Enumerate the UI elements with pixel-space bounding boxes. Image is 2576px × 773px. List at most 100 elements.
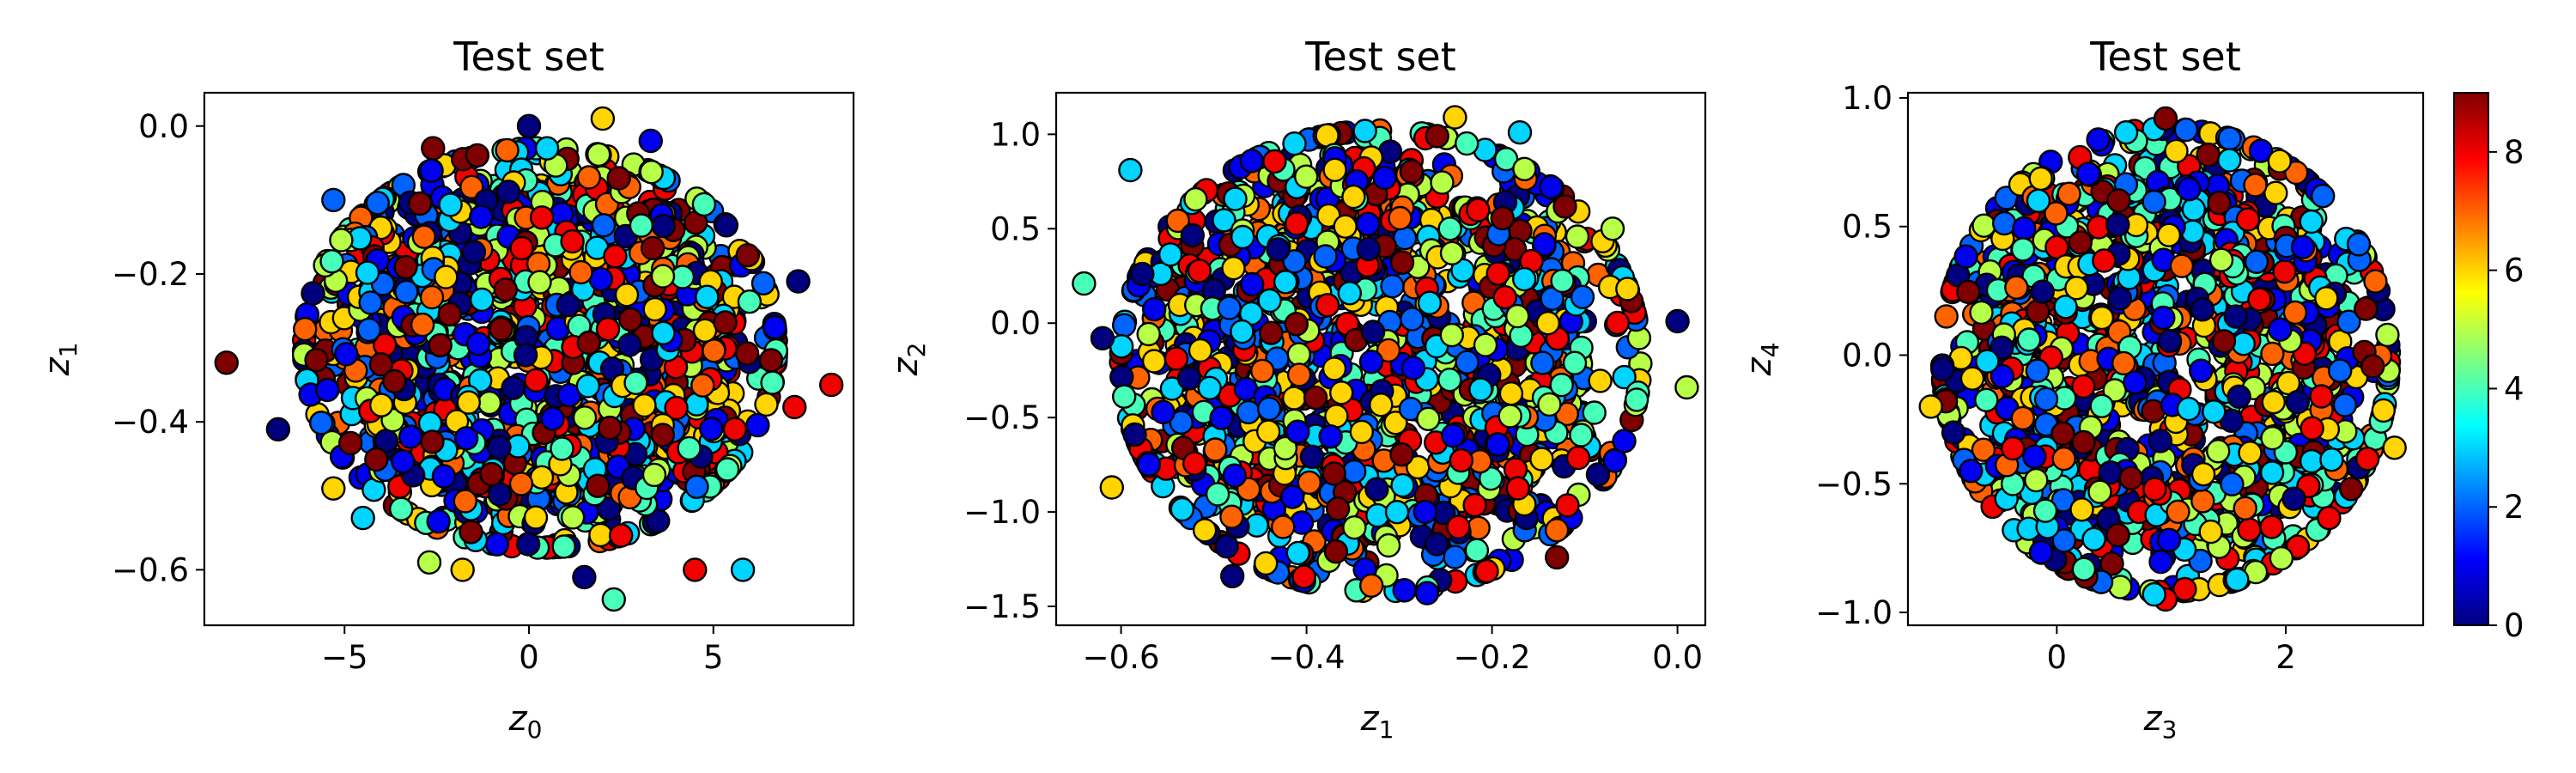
colorbar-tick-label: 2 [2504,489,2524,526]
data-point [2190,489,2215,514]
data-point [2220,472,2245,496]
data-point [2092,248,2117,273]
data-point [606,166,631,191]
data-point [2030,279,2055,304]
data-point [760,370,785,395]
data-point [1437,368,1462,393]
data-point [2190,462,2216,487]
data-point [2142,477,2167,502]
data-point [586,142,611,167]
data-point [487,435,512,460]
data-point [524,368,549,393]
data-point [1325,496,1351,521]
data-point [1230,224,1255,250]
data-point [2319,447,2344,472]
data-point [1328,380,1354,405]
data-point [782,394,807,420]
data-point [638,128,663,154]
data-point [1223,186,1248,211]
data-point [2057,181,2081,206]
data-point [758,348,784,373]
data-point [1321,356,1347,381]
data-point [304,348,329,373]
data-point [365,191,390,216]
data-point [421,136,446,161]
data-point [1180,222,1206,248]
data-point [650,264,676,289]
data-point [2243,173,2268,198]
data-point [527,270,552,295]
data-point [1255,419,1281,444]
data-point [1490,205,1516,231]
data-point [2360,354,2385,379]
data-point [550,436,574,461]
data-point [1425,124,1449,149]
data-point [1552,194,1577,219]
data-point [1549,373,1574,398]
data-point [1498,404,1522,429]
data-point [453,489,477,514]
data-point [1316,203,1341,228]
data-point [1221,256,1246,281]
data-point [438,192,463,217]
data-point [2142,581,2166,607]
data-point [1953,244,1978,269]
data-point [623,370,648,395]
data-point [1259,320,1284,345]
data-point [2118,466,2143,490]
data-point [1286,362,1312,387]
data-point [1256,396,1282,422]
data-point [1485,261,1510,286]
data-point [1358,573,1384,598]
data-point [2207,191,2232,216]
data-point [465,332,491,356]
data-point [214,350,239,375]
data-point [702,338,726,363]
data-point [2053,295,2078,320]
data-point [1414,581,1440,606]
data-point [1349,419,1375,445]
data-point [1285,419,1310,444]
data-point [2087,479,2112,504]
x-tick-label: −5 [321,639,368,676]
data-point [2371,398,2397,423]
data-point [1474,558,1499,584]
data-point [1360,320,1386,344]
data-point [1157,242,1183,267]
data-point [1141,349,1167,374]
data-point [431,464,457,489]
data-point [601,587,626,612]
data-point [1612,364,1637,390]
data-point [1253,551,1279,576]
scatter-panel-z0-z1: Test set −5 0 5 0.0−0.2−0.4−0.6 z0 z1 [38,33,855,744]
data-point [434,265,459,289]
data-point [1388,205,1413,231]
data-point [2261,390,2287,415]
data-point [1600,216,1625,241]
data-point [1337,281,1363,306]
data-point [2173,117,2199,143]
data-point [1532,232,1557,257]
data-point [2354,447,2380,472]
data-point [1183,186,1208,212]
data-point [516,532,541,557]
data-point [2268,317,2293,342]
data-point [2050,421,2075,446]
data-point [2217,148,2242,173]
data-point [2024,467,2049,493]
data-point [2051,446,2076,472]
data-point [2190,297,2215,322]
data-point [1214,534,1239,559]
data-point [2300,416,2324,441]
data-point [2071,429,2096,455]
data-point [588,522,613,548]
data-point [1530,350,1555,375]
data-point [609,523,634,548]
panel-title: Test set [2089,33,2241,80]
data-point [1141,296,1167,322]
colorbar-tick-label: 0 [2504,607,2524,644]
colorbar-tick-label: 8 [2504,134,2524,171]
data-point [1544,518,1570,543]
data-point [560,505,586,530]
